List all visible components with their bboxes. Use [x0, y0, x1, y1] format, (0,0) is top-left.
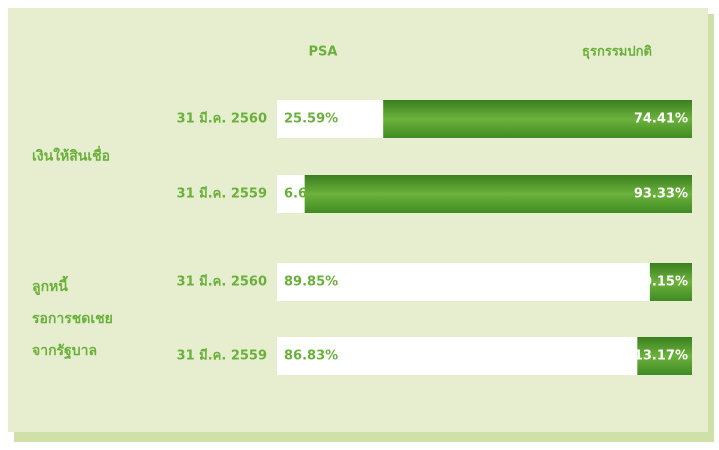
bar-segment — [277, 263, 650, 301]
category-label: 31 มี.ค. 2560 — [177, 111, 267, 127]
bar-segment — [383, 100, 692, 138]
value-label: 13.17% — [634, 349, 688, 364]
bar-segment — [304, 175, 692, 213]
bar-segment — [277, 337, 638, 375]
bar-segment — [649, 263, 692, 301]
group-label: ลูกหนี้ — [32, 275, 68, 295]
value-label: 93.33% — [634, 187, 688, 202]
bar-segment — [637, 337, 692, 375]
value-label: 74.41% — [634, 112, 688, 127]
category-label: 31 มี.ค. 2559 — [177, 186, 267, 202]
group-label: จากรัฐบาล — [32, 343, 97, 360]
bar-segment — [277, 175, 305, 213]
legend-label: ธุรกรรมปกติ — [582, 45, 652, 60]
category-label: 31 มี.ค. 2560 — [177, 274, 267, 290]
value-label: 25.59% — [284, 112, 338, 127]
bar-segment — [277, 100, 384, 138]
group-label: รอการชดเชย — [32, 311, 113, 327]
legend-label: PSA — [309, 45, 338, 60]
value-label: 89.85% — [284, 275, 338, 290]
value-label: 10.15% — [634, 275, 688, 290]
category-label: 31 มี.ค. 2559 — [177, 348, 267, 364]
group-label: เงินให้สินเชื่อ — [32, 146, 110, 165]
value-label: 86.83% — [284, 349, 338, 364]
